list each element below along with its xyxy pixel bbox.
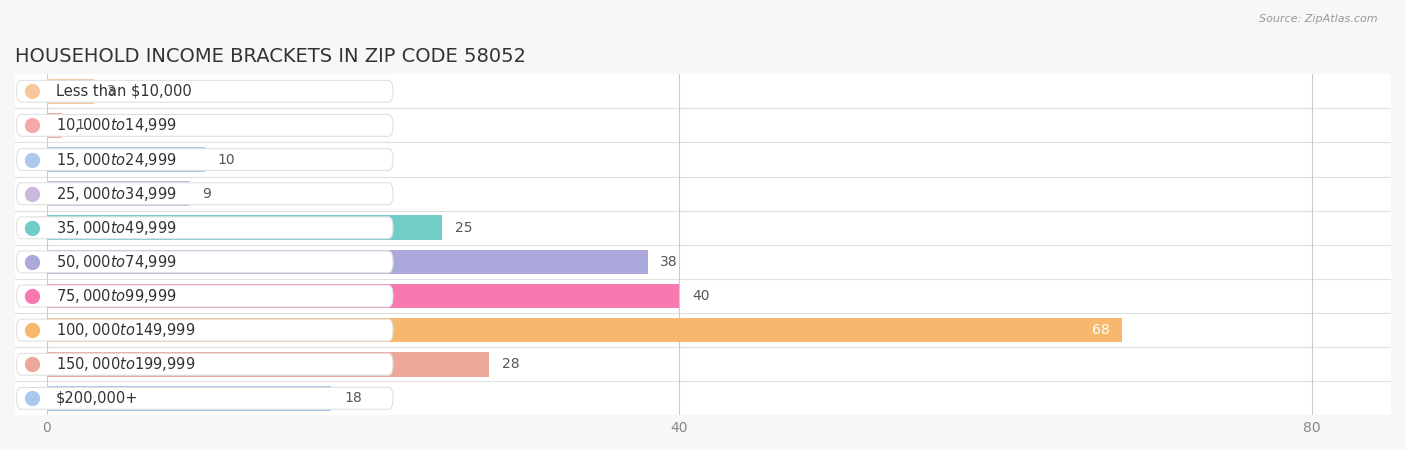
Bar	[15, 176, 1391, 211]
Bar	[46, 181, 188, 206]
Text: Less than $10,000: Less than $10,000	[56, 84, 191, 99]
FancyBboxPatch shape	[17, 183, 394, 205]
Bar	[46, 284, 679, 308]
Text: $50,000 to $74,999: $50,000 to $74,999	[56, 253, 177, 271]
Text: $100,000 to $149,999: $100,000 to $149,999	[56, 321, 195, 339]
Bar	[15, 381, 1391, 415]
Text: 18: 18	[344, 392, 361, 405]
Bar	[15, 279, 1391, 313]
Text: $75,000 to $99,999: $75,000 to $99,999	[56, 287, 177, 305]
Bar	[15, 143, 1391, 176]
Bar	[46, 113, 62, 138]
Bar	[15, 347, 1391, 381]
Bar	[46, 352, 489, 377]
Bar	[15, 108, 1391, 143]
Bar	[15, 313, 1391, 347]
FancyBboxPatch shape	[17, 285, 394, 307]
Text: 40: 40	[692, 289, 710, 303]
Bar	[46, 386, 332, 411]
Bar	[46, 147, 205, 172]
Text: 68: 68	[1091, 323, 1109, 337]
Bar	[15, 211, 1391, 245]
Text: Source: ZipAtlas.com: Source: ZipAtlas.com	[1260, 14, 1378, 23]
Bar	[46, 250, 648, 274]
Text: 1: 1	[75, 118, 84, 132]
Text: $25,000 to $34,999: $25,000 to $34,999	[56, 184, 177, 202]
FancyBboxPatch shape	[17, 319, 394, 341]
FancyBboxPatch shape	[17, 387, 394, 410]
Bar	[46, 216, 441, 240]
FancyBboxPatch shape	[17, 217, 394, 239]
Bar	[15, 74, 1391, 108]
Text: 38: 38	[661, 255, 678, 269]
Bar	[15, 245, 1391, 279]
Text: 3: 3	[107, 84, 115, 98]
FancyBboxPatch shape	[17, 353, 394, 375]
Text: 9: 9	[201, 187, 211, 201]
Text: $200,000+: $200,000+	[56, 391, 139, 406]
FancyBboxPatch shape	[17, 81, 394, 102]
Text: $150,000 to $199,999: $150,000 to $199,999	[56, 355, 195, 373]
Text: 28: 28	[502, 357, 520, 371]
Text: 10: 10	[218, 153, 235, 166]
FancyBboxPatch shape	[17, 148, 394, 171]
Bar	[46, 79, 94, 104]
Text: 25: 25	[454, 221, 472, 235]
Text: $10,000 to $14,999: $10,000 to $14,999	[56, 117, 177, 135]
Text: $35,000 to $49,999: $35,000 to $49,999	[56, 219, 177, 237]
Bar	[46, 318, 1122, 342]
Text: HOUSEHOLD INCOME BRACKETS IN ZIP CODE 58052: HOUSEHOLD INCOME BRACKETS IN ZIP CODE 58…	[15, 47, 526, 66]
FancyBboxPatch shape	[17, 114, 394, 136]
Text: $15,000 to $24,999: $15,000 to $24,999	[56, 151, 177, 169]
FancyBboxPatch shape	[17, 251, 394, 273]
